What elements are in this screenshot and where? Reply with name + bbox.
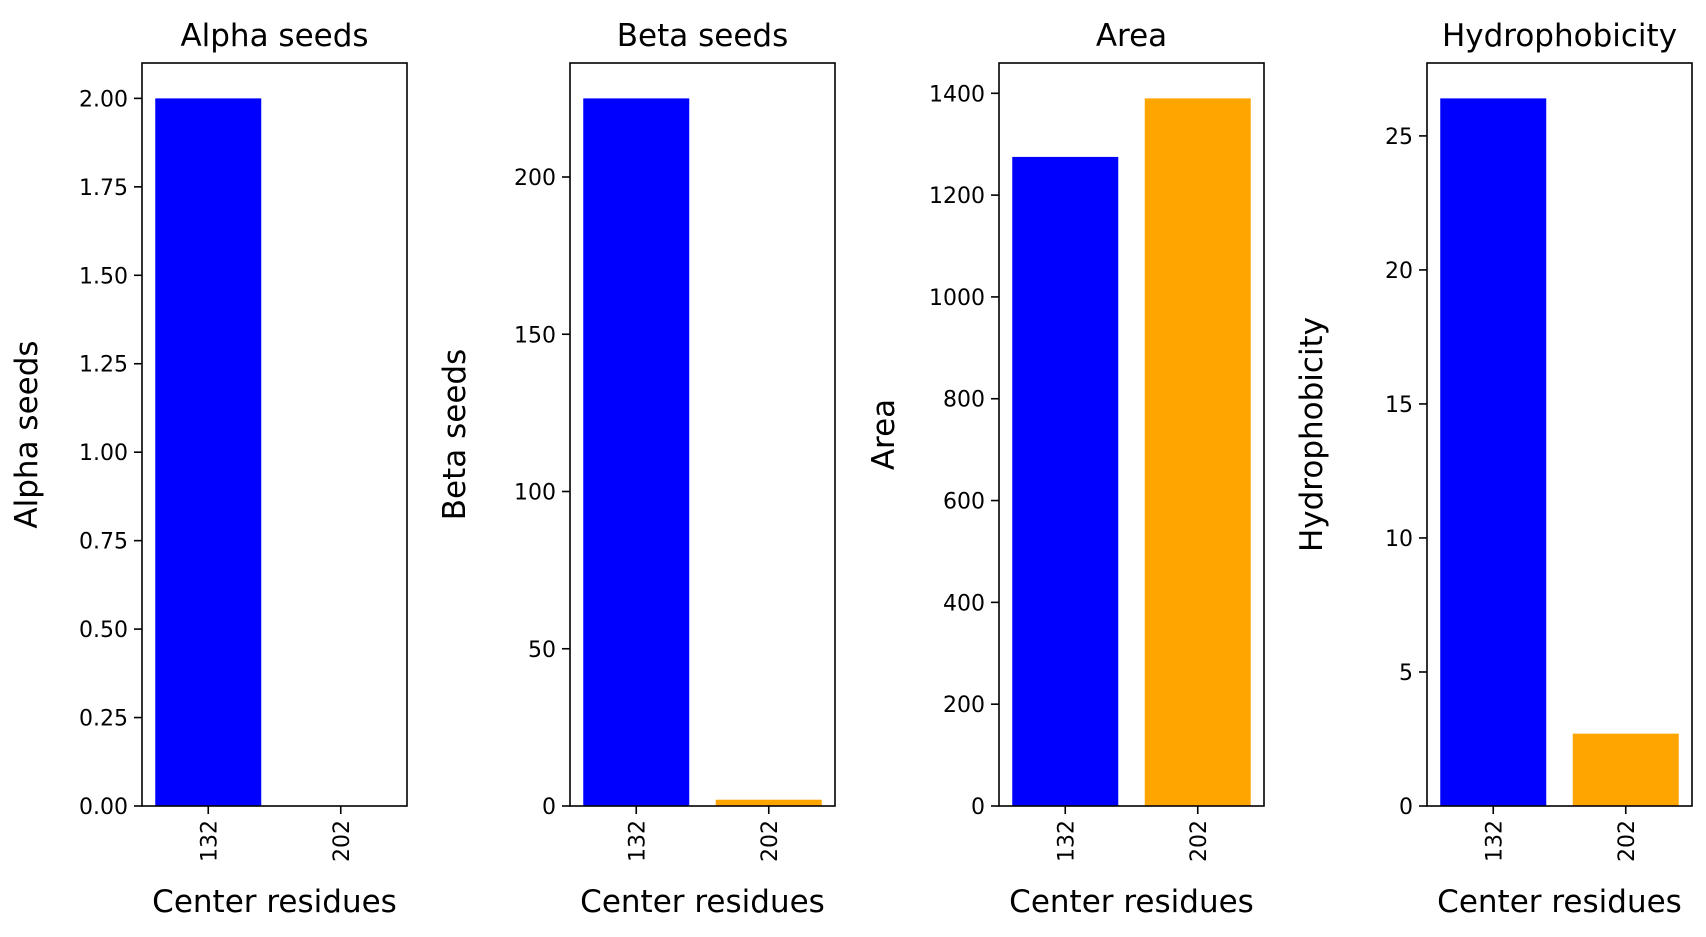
ytick-label-3-2: 10 bbox=[1385, 527, 1413, 552]
plot-frame-0 bbox=[141, 62, 408, 807]
bar-3-202 bbox=[1572, 733, 1679, 806]
ytick-label-2-7: 1400 bbox=[929, 82, 985, 107]
xtick-label-1-1: 202 bbox=[758, 820, 783, 862]
chart-title-2: Area bbox=[1096, 18, 1167, 54]
ytick-label-1-0: 0 bbox=[542, 795, 556, 820]
chart-title-0: Alpha seeds bbox=[180, 18, 368, 54]
ytick-label-2-0: 0 bbox=[971, 795, 985, 820]
xtick-label-2-1: 202 bbox=[1187, 820, 1212, 862]
ytick-label-0-7: 1.75 bbox=[79, 176, 128, 201]
y-axis-label-0: Alpha seeds bbox=[9, 340, 45, 528]
ytick-label-0-3: 0.75 bbox=[79, 530, 128, 555]
ytick-label-1-1: 50 bbox=[528, 638, 556, 663]
ytick-label-2-6: 1200 bbox=[929, 184, 985, 209]
ytick-label-2-1: 200 bbox=[943, 693, 985, 718]
ytick-label-0-2: 0.50 bbox=[79, 618, 128, 643]
bar-3-132 bbox=[1440, 98, 1547, 806]
xtick-label-1-0: 132 bbox=[625, 820, 650, 862]
bar-1-202 bbox=[715, 799, 822, 806]
ytick-label-2-3: 600 bbox=[943, 490, 985, 515]
chart-title-3: Hydrophobicity bbox=[1442, 18, 1677, 54]
y-axis-label-3: Hydrophobicity bbox=[1294, 317, 1330, 552]
ytick-label-0-1: 0.25 bbox=[79, 707, 128, 732]
ytick-label-2-5: 1000 bbox=[929, 286, 985, 311]
x-axis-label-2: Center residues bbox=[1009, 884, 1254, 920]
ytick-label-2-2: 400 bbox=[943, 591, 985, 616]
bar-0-132 bbox=[155, 98, 262, 806]
xtick-label-0-0: 132 bbox=[197, 820, 222, 862]
ytick-label-0-5: 1.25 bbox=[79, 353, 128, 378]
ytick-label-0-6: 1.50 bbox=[79, 264, 128, 289]
x-axis-label-3: Center residues bbox=[1437, 884, 1682, 920]
xtick-label-2-0: 132 bbox=[1054, 820, 1079, 862]
ytick-label-1-4: 200 bbox=[514, 166, 556, 191]
ytick-label-0-4: 1.00 bbox=[79, 441, 128, 466]
xtick-label-3-1: 202 bbox=[1615, 820, 1640, 862]
ytick-label-3-4: 20 bbox=[1385, 259, 1413, 284]
bar-1-132 bbox=[583, 98, 690, 806]
ytick-label-0-0: 0.00 bbox=[79, 795, 128, 820]
xtick-label-3-0: 132 bbox=[1482, 820, 1507, 862]
ytick-label-1-3: 150 bbox=[514, 323, 556, 348]
bar-2-202 bbox=[1144, 98, 1251, 806]
ytick-label-3-5: 25 bbox=[1385, 125, 1413, 150]
ytick-label-1-2: 100 bbox=[514, 481, 556, 506]
ytick-label-0-8: 2.00 bbox=[79, 87, 128, 112]
bar-2-132 bbox=[1012, 156, 1119, 807]
ytick-label-3-0: 0 bbox=[1399, 795, 1413, 820]
x-axis-label-1: Center residues bbox=[580, 884, 825, 920]
xtick-label-0-1: 202 bbox=[330, 820, 355, 862]
ytick-label-2-4: 800 bbox=[943, 388, 985, 413]
plot-frame-3 bbox=[1426, 62, 1693, 807]
plot-frame-1 bbox=[569, 62, 836, 807]
plot-frame-2 bbox=[998, 62, 1265, 807]
y-axis-label-2: Area bbox=[866, 399, 902, 470]
ytick-label-3-3: 15 bbox=[1385, 393, 1413, 418]
ytick-label-3-1: 5 bbox=[1399, 661, 1413, 686]
y-axis-label-1: Beta seeds bbox=[437, 349, 473, 520]
x-axis-label-0: Center residues bbox=[152, 884, 397, 920]
chart-title-1: Beta seeds bbox=[617, 18, 788, 54]
